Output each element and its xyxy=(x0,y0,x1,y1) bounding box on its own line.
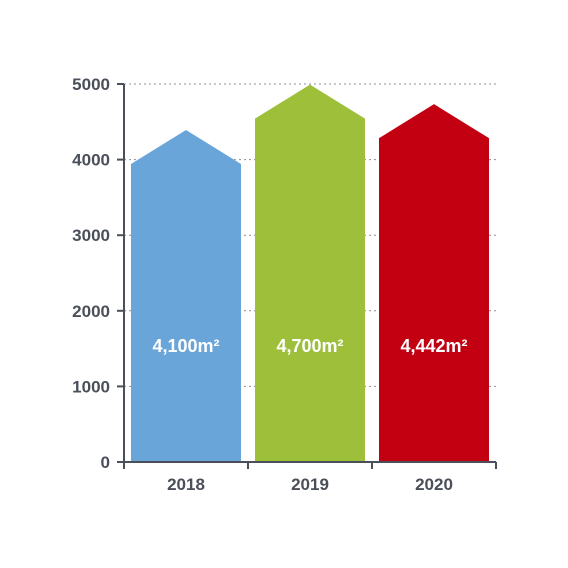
data-label-2020: 4,442m² xyxy=(400,336,467,356)
data-labels: 4,100m² 4,700m² 4,442m² xyxy=(152,336,467,356)
y-tick-label: 4000 xyxy=(72,151,110,170)
y-tick-label: 0 xyxy=(101,453,110,472)
bar-2019 xyxy=(255,84,365,463)
y-tick-label: 3000 xyxy=(72,226,110,245)
axes: 0 1000 2000 3000 4000 5000 2018 2019 2020 xyxy=(72,75,497,494)
data-label-2019: 4,700m² xyxy=(276,336,343,356)
bars xyxy=(131,84,489,463)
x-tick-label-2020: 2020 xyxy=(415,475,453,494)
x-tick-label-2018: 2018 xyxy=(167,475,205,494)
bar-2018 xyxy=(131,130,241,463)
y-tick-label: 1000 xyxy=(72,377,110,396)
bar-2020 xyxy=(379,104,489,462)
y-tick-label: 2000 xyxy=(72,302,110,321)
y-tick-label: 5000 xyxy=(72,75,110,94)
x-tick-label-2019: 2019 xyxy=(291,475,329,494)
data-label-2018: 4,100m² xyxy=(152,336,219,356)
